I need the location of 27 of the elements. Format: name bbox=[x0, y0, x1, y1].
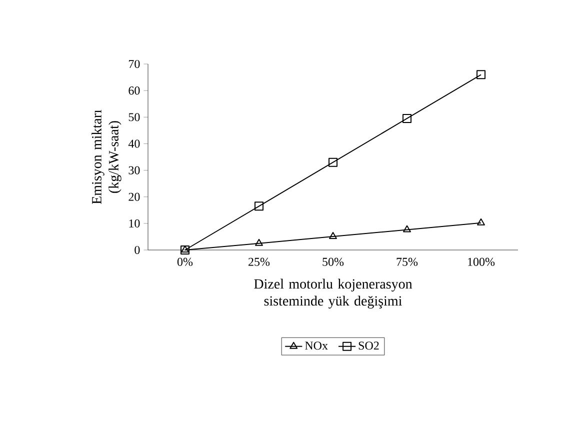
point bbox=[254, 202, 264, 211]
x-tick-label: 50% bbox=[322, 258, 344, 266]
point bbox=[477, 218, 485, 226]
point bbox=[402, 114, 412, 123]
point bbox=[476, 70, 486, 80]
y-tick-label: 20 bbox=[128, 192, 140, 201]
y-axis-title: Emisyon miktarı (kg/kW-saat) bbox=[92, 110, 122, 204]
y-tick-label: 70 bbox=[128, 60, 140, 68]
x-tick-label: 0% bbox=[177, 258, 193, 266]
point bbox=[180, 246, 190, 254]
y-tick-label: 0 bbox=[134, 246, 140, 254]
x-tick-label: 75% bbox=[396, 258, 418, 266]
legend-label: SO2 bbox=[358, 342, 379, 350]
point bbox=[328, 158, 338, 167]
x-axis-title: Dizel motorlu kojenerasyon sisteminde yük değişimi bbox=[254, 278, 412, 309]
y-tick-label: 40 bbox=[128, 140, 140, 148]
y-tick-label: 30 bbox=[128, 166, 140, 174]
y-tick-label: 50 bbox=[128, 113, 140, 122]
point bbox=[255, 238, 263, 246]
y-tick-label: 60 bbox=[128, 86, 140, 95]
x-tick-label: 100% bbox=[468, 258, 495, 266]
point bbox=[403, 225, 411, 232]
y-tick-label: 10 bbox=[129, 219, 140, 228]
x-tick-label: 25% bbox=[248, 258, 270, 266]
legend-label: NOx bbox=[305, 342, 328, 350]
point bbox=[181, 246, 189, 252]
point bbox=[329, 232, 337, 239]
